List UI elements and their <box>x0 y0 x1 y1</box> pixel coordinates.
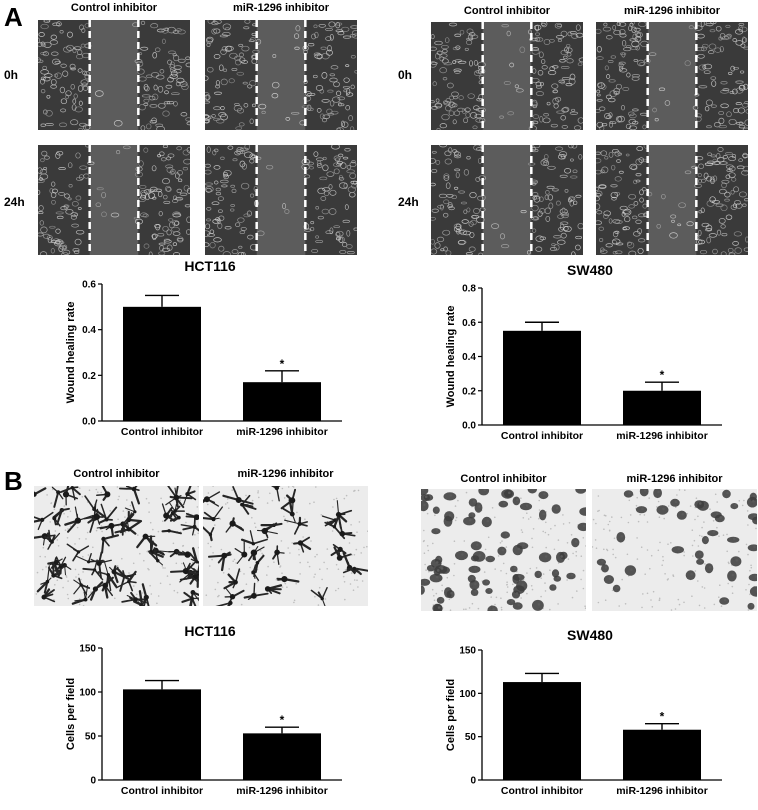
y-tick-label: 0.0 <box>462 421 476 432</box>
micrograph-hct116-inhibitor-transwell <box>203 486 368 606</box>
row-label-0h: 0h <box>4 68 19 82</box>
y-tick-label: 50 <box>465 732 477 743</box>
bar <box>243 733 321 780</box>
significance-marker: * <box>660 710 665 724</box>
category-label: miR-1296 inhibitor <box>236 785 328 797</box>
micrograph-hct116-inhibitor-24h <box>205 145 357 255</box>
micrograph-hct116-control-transwell <box>34 486 199 606</box>
category-label: miR-1296 inhibitor <box>616 430 708 442</box>
wound-chart-hct116: Wound healing rate 0.0 0.2 0.4 0.6 Control in… <box>65 280 342 438</box>
y-tick-label: 0.2 <box>462 386 476 397</box>
y-axis-label: Wound healing rate <box>65 302 77 404</box>
micrograph-sw480-control-24h <box>431 145 583 255</box>
y-tick-label: 0.8 <box>462 284 476 295</box>
y-axis-label: Cells per field <box>65 678 77 750</box>
significance-marker: * <box>660 368 665 382</box>
cells-chart-sw480: Cells per field 0 50 100 150 Control inhibito… <box>445 646 722 797</box>
y-axis-label: Cells per field <box>445 679 457 751</box>
y-tick-label: 0.4 <box>82 325 96 336</box>
y-tick-label: 0.4 <box>462 352 476 363</box>
y-tick-label: 150 <box>459 646 476 657</box>
y-tick-label: 0 <box>470 776 476 787</box>
micrograph-sw480-control-transwell <box>421 489 586 611</box>
category-label: Control inhibitor <box>121 426 203 438</box>
chart-title-sw480: SW480 <box>567 627 613 643</box>
col-label-inhibitor: miR-1296 inhibitor <box>237 468 334 480</box>
significance-marker: * <box>280 357 285 371</box>
chart-title-sw480: SW480 <box>567 262 613 278</box>
category-label: Control inhibitor <box>121 785 203 797</box>
bar <box>623 729 701 780</box>
row-label-24h: 24h <box>398 195 419 209</box>
y-tick-label: 0 <box>90 776 96 787</box>
col-label-control: Control inhibitor <box>460 473 547 485</box>
cells-chart-hct116: Cells per field 0 50 100 150 Control inhibito… <box>65 644 342 797</box>
micrograph-hct116-inhibitor-0h <box>205 20 357 130</box>
category-label: Control inhibitor <box>501 785 583 797</box>
bar <box>503 330 581 425</box>
micrograph-sw480-inhibitor-24h <box>596 145 748 255</box>
micrograph-hct116-control-0h <box>38 20 190 130</box>
y-axis-label: Wound healing rate <box>445 306 457 408</box>
y-tick-label: 150 <box>79 644 96 655</box>
y-tick-label: 100 <box>459 689 476 700</box>
y-tick-label: 50 <box>85 732 97 743</box>
col-label-inhibitor: miR-1296 inhibitor <box>624 5 720 17</box>
significance-marker: * <box>280 713 285 727</box>
category-label: Control inhibitor <box>501 430 583 442</box>
micrograph-hct116-control-24h <box>38 145 190 255</box>
micrograph-sw480-control-0h <box>431 22 583 130</box>
chart-title-hct116: HCT116 <box>184 623 236 639</box>
y-tick-label: 0.0 <box>82 417 96 428</box>
y-tick-label: 0.6 <box>462 318 476 329</box>
wound-chart-sw480: Wound healing rate 0.0 0.2 0.4 0.6 0.8 Control… <box>445 284 722 442</box>
category-label: miR-1296 inhibitor <box>616 785 708 797</box>
col-label-inhibitor: miR-1296 inhibitor <box>233 2 329 14</box>
micrograph-sw480-inhibitor-transwell <box>592 489 757 611</box>
category-label: miR-1296 inhibitor <box>236 426 328 438</box>
chart-title-hct116: HCT116 <box>184 258 236 274</box>
y-tick-label: 100 <box>79 688 96 699</box>
col-label-inhibitor: miR-1296 inhibitor <box>626 473 723 485</box>
row-label-0h: 0h <box>398 68 413 82</box>
panel-letter-b: B <box>4 466 23 496</box>
y-tick-label: 0.2 <box>82 371 96 382</box>
panel-letter-a: A <box>4 2 23 32</box>
bar <box>503 682 581 780</box>
col-label-control: Control inhibitor <box>463 5 551 17</box>
y-tick-label: 0.6 <box>82 280 96 291</box>
micrograph-sw480-inhibitor-0h <box>596 22 748 130</box>
col-label-control: Control inhibitor <box>73 468 160 480</box>
bar <box>123 689 201 780</box>
bar <box>243 382 321 421</box>
col-label-control: Control inhibitor <box>70 2 158 14</box>
bar <box>123 306 201 421</box>
bar <box>623 390 701 425</box>
row-label-24h: 24h <box>4 195 25 209</box>
